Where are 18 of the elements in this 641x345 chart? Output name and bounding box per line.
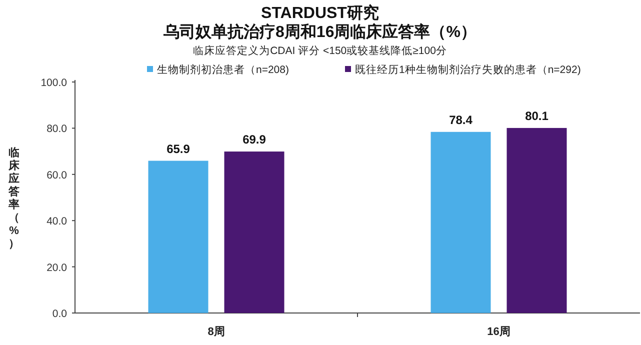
chart-title: STARDUST研究 — [261, 4, 379, 22]
chart-subtitle: 乌司奴单抗治疗8周和16周临床应答率（%） — [162, 22, 476, 41]
text: 临床应答定义为CDAI 评分 <150或较基线降低≥100分 — [193, 44, 447, 57]
data-label: 78.4 — [449, 112, 473, 127]
legend-label: 既往经历1种生物制剂治疗失败的患者（n=292) — [355, 63, 581, 76]
data-label: 65.9 — [166, 142, 190, 156]
y-axis-title: 临床应答率（%） — [8, 146, 20, 250]
y-tick-label: 40.0 — [46, 216, 68, 228]
legend-label: 生物制剂初治患者（n=208) — [157, 63, 289, 76]
y-tick-label: 80.0 — [46, 123, 68, 136]
x-tick-label: 8周 — [208, 326, 225, 338]
y-tick-label: 20.0 — [46, 262, 68, 274]
y-tick-label: 100.0 — [40, 77, 68, 89]
data-label: 69.9 — [242, 132, 266, 147]
y-tick-label: 60.0 — [46, 169, 68, 182]
x-tick-label: 16周 — [487, 326, 510, 338]
data-label: 80.1 — [525, 108, 549, 123]
y-tick-label: 0.0 — [52, 308, 68, 320]
